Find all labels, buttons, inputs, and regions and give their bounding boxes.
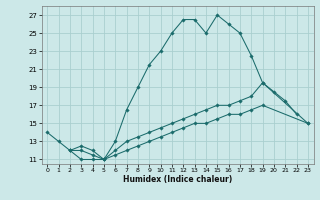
X-axis label: Humidex (Indice chaleur): Humidex (Indice chaleur) (123, 175, 232, 184)
